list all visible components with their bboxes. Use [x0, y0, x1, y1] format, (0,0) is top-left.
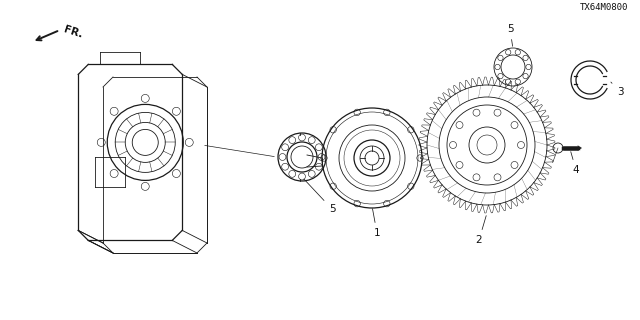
Text: 5: 5 [304, 179, 335, 214]
Text: TX64M0800: TX64M0800 [580, 3, 628, 12]
Text: 4: 4 [571, 152, 579, 175]
Text: FR.: FR. [62, 24, 83, 40]
Text: 1: 1 [372, 209, 380, 238]
Text: 5: 5 [507, 24, 513, 46]
Text: 2: 2 [476, 216, 486, 245]
Text: 3: 3 [611, 82, 623, 97]
